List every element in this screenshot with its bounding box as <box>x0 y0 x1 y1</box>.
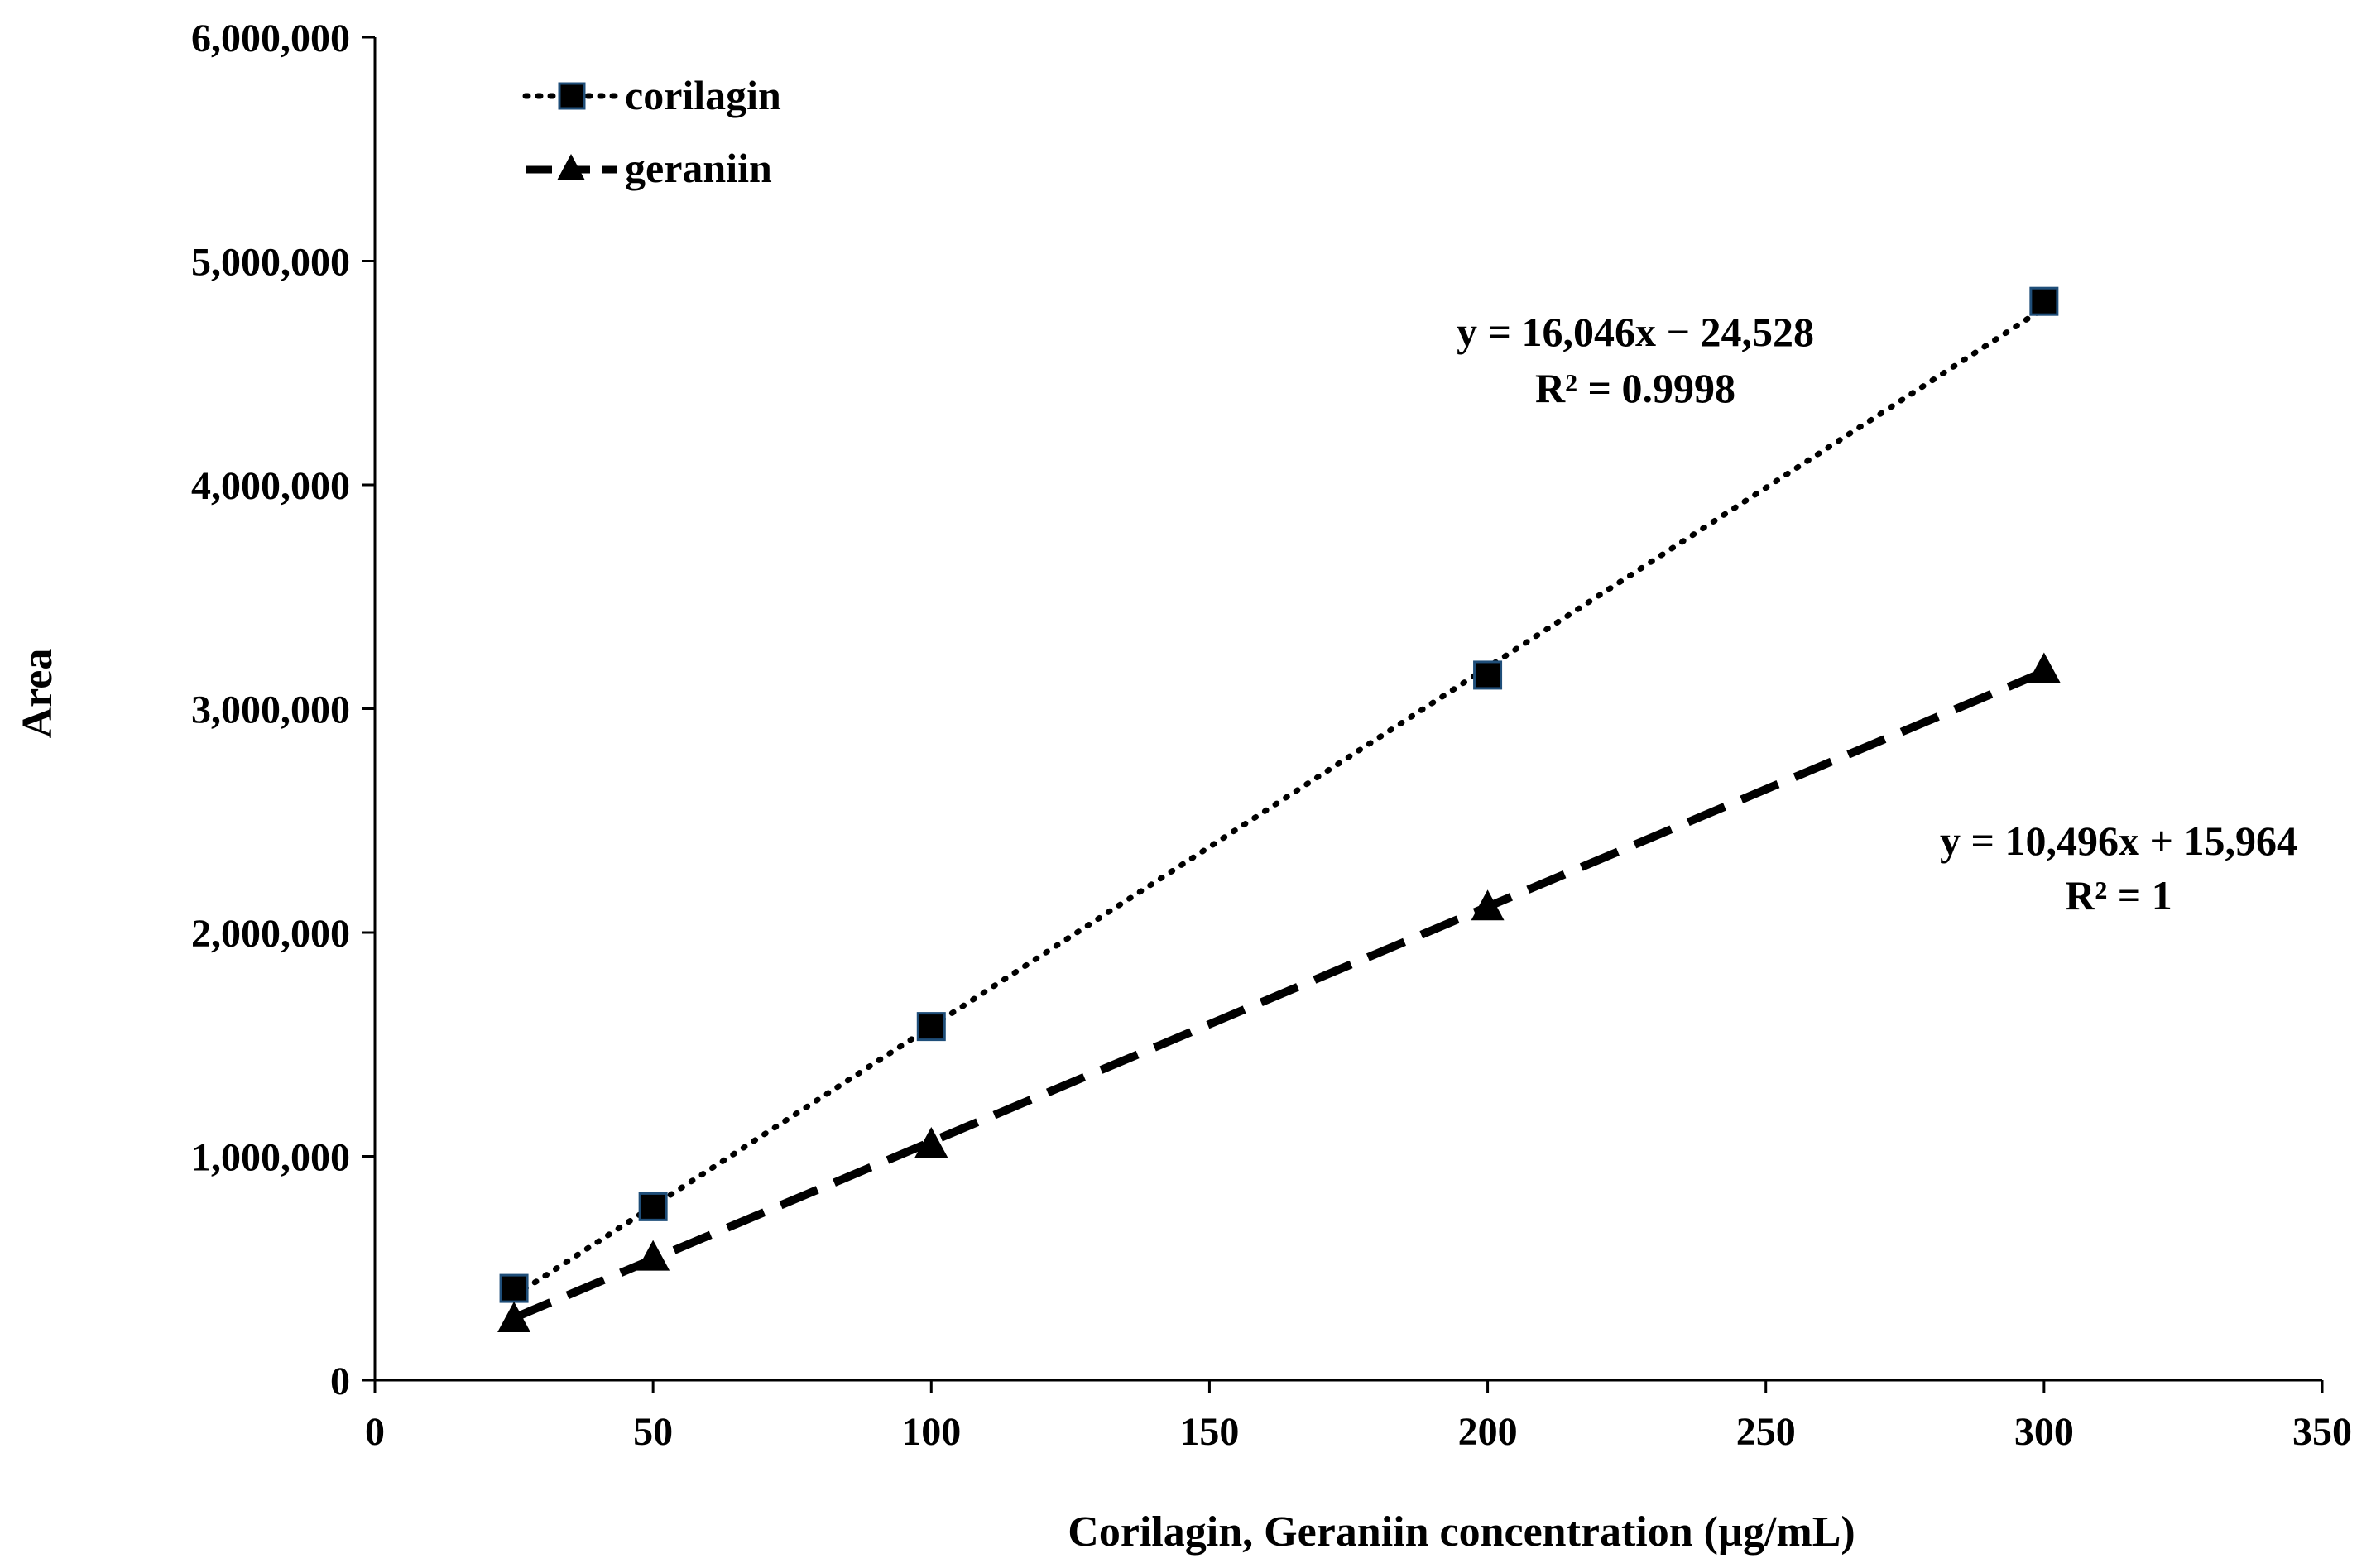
legend-corilagin-label: corilagin <box>625 72 781 118</box>
y-tick-label: 0 <box>330 1359 350 1403</box>
legend-geraniin-marker <box>557 154 585 180</box>
x-tick-label: 200 <box>1458 1410 1518 1454</box>
geraniin-point <box>914 1126 948 1158</box>
geraniin-equation: y = 10,496x + 15,964 <box>1940 818 2297 864</box>
trendlines <box>511 305 2047 1322</box>
y-axis-title: Area <box>14 649 61 739</box>
corilagin-point <box>916 1012 946 1042</box>
y-tick-label: 3,000,000 <box>191 688 350 732</box>
corilagin-point <box>2029 286 2059 316</box>
legend-geraniin-label: geraniin <box>625 145 772 191</box>
x-tick-label: 50 <box>633 1410 673 1454</box>
x-tick-label: 250 <box>1736 1410 1796 1454</box>
geraniin-trendline <box>512 668 2046 1322</box>
data-points <box>497 286 2061 1332</box>
x-tick-label: 300 <box>2014 1410 2074 1454</box>
x-tick-label: 100 <box>901 1410 961 1454</box>
x-tick-label: 150 <box>1179 1410 1239 1454</box>
y-tick-label: 1,000,000 <box>191 1136 350 1180</box>
x-tick-label: 0 <box>365 1410 385 1454</box>
y-tick-label: 6,000,000 <box>191 17 350 60</box>
geraniin-point <box>497 1301 531 1332</box>
x-tick-label: 350 <box>2292 1410 2352 1454</box>
geraniin-point <box>1471 889 1505 921</box>
corilagin-trendline <box>511 305 2047 1299</box>
geraniin-r-squared: R² = 1 <box>2065 872 2172 918</box>
corilagin-point <box>1473 660 1503 690</box>
y-axis-ticks: 0 1,000,000 2,000,000 3,000,000 4,000,000 5,0… <box>191 17 375 1403</box>
corilagin-r-squared: R² = 0.9998 <box>1535 365 1735 411</box>
corilagin-equation: y = 16,046x − 24,528 <box>1457 309 1814 355</box>
axes <box>373 37 2322 1382</box>
trendline-annotations: y = 16,046x − 24,528 R² = 0.9998 y = 10,… <box>1457 309 2297 918</box>
corilagin-point <box>499 1273 529 1303</box>
corilagin-point <box>638 1192 668 1221</box>
geraniin-point <box>2027 652 2061 683</box>
legend-corilagin-marker <box>558 82 586 110</box>
x-axis-ticks: 0 50 100 150 200 250 300 350 <box>365 1380 2352 1454</box>
y-tick-label: 4,000,000 <box>191 464 350 508</box>
geraniin-point <box>636 1240 670 1271</box>
y-tick-label: 2,000,000 <box>191 912 350 956</box>
y-tick-label: 5,000,000 <box>191 241 350 285</box>
legend: corilagin geraniin <box>522 72 781 191</box>
x-axis-title: Corilagin, Geraniin concentration (µg/mL… <box>1068 1508 1855 1556</box>
